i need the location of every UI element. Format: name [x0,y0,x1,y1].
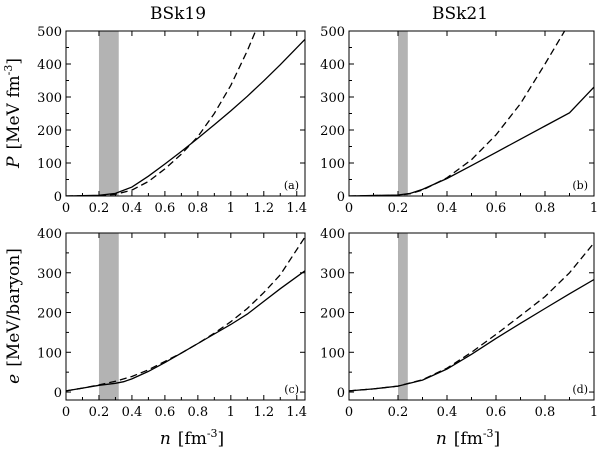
x-tick-label-a: 0 [62,201,70,216]
y-tick-label-b: 400 [320,58,345,73]
x-tick-label-c: 0.6 [155,405,176,420]
y-label-energy-symbol: e [4,374,24,384]
x-tick-label-d: 0 [345,405,353,420]
panel-label-a: (a) [284,179,299,192]
y-tick-label-c: 200 [37,307,62,322]
x-label-left-close: ] [218,429,225,449]
x-tick-label-b: 0.8 [535,201,556,216]
x-tick-label-b: 0.4 [437,201,458,216]
x-tick-label-b: 0.6 [486,201,507,216]
x-tick-label-d: 0.4 [437,405,458,420]
y-tick-label-b: 200 [320,124,345,139]
x-tick-label-a: 0.6 [155,201,176,216]
panel-a: 0 0.2 0.4 0.6 0.8 1 1.2 1.4 0 100 200 300 400 500 (a) [37,25,307,216]
y-tick-label-d: 300 [320,267,345,282]
x-label-left: n [fm-3] [160,427,224,449]
x-label-right: n [fm-3] [436,427,500,449]
x-tick-label-b: 0.2 [388,201,409,216]
x-label-left-symbol: n [160,429,171,449]
shaded-band-a [98,31,119,196]
series-solid-b [349,86,594,196]
column-title-bsk19: BSk19 [150,4,206,24]
series-dashed-b [349,31,566,196]
plot-frame-c [65,232,306,401]
y-tick-label-b: 100 [320,157,345,172]
x-tick-label-b: 0 [345,201,353,216]
series-dashed-c [66,236,305,392]
y-label-energy-unit: [MeV/baryon] [4,248,24,367]
panel-d: 0 0.2 0.4 0.6 0.8 1 0 100 200 300 400 (d) [320,227,598,420]
y-tick-label-b: 500 [320,25,345,40]
x-label-right-unit: [fm [454,429,483,449]
y-tick-label-c: 400 [37,227,62,242]
x-tick-label-c: 1.2 [253,405,274,420]
x-label-right-exp: -3 [483,427,494,440]
shaded-band-c [98,233,119,400]
shaded-band-b [398,31,408,196]
x-label-left-exp: -3 [207,427,218,440]
x-tick-label-a: 0.8 [188,201,209,216]
y-tick-label-a: 0 [54,190,62,205]
panel-label-c: (c) [284,383,299,396]
panel-label-d: (d) [572,383,588,396]
x-tick-label-b: 1 [590,201,598,216]
y-tick-label-d: 100 [320,346,345,361]
x-tick-label-c: 0.4 [122,405,143,420]
y-tick-label-c: 300 [37,267,62,282]
x-tick-label-a: 0.2 [89,201,110,216]
x-tick-label-c: 0.2 [89,405,110,420]
x-tick-label-d: 0.2 [388,405,409,420]
y-tick-label-b: 0 [337,190,345,205]
y-label-pressure-symbol: P [4,156,24,169]
x-tick-label-c: 0 [62,405,70,420]
y-tick-label-d: 200 [320,307,345,322]
y-tick-label-c: 100 [37,346,62,361]
y-label-pressure-exp: -3 [2,65,15,76]
y-tick-label-a: 200 [37,124,62,139]
x-label-right-symbol: n [436,429,447,449]
y-label-pressure: P [MeV fm-3] [2,58,24,169]
y-label-pressure-close: ] [4,58,24,65]
y-tick-label-a: 300 [37,91,62,106]
x-tick-label-c: 0.8 [188,405,209,420]
y-tick-label-b: 300 [320,91,345,106]
column-title-bsk21: BSk21 [432,4,488,24]
y-label-energy: e [MeV/baryon] [4,248,24,384]
x-tick-label-a: 1.2 [253,201,274,216]
series-dashed-d [349,242,594,392]
y-tick-label-c: 0 [54,386,62,401]
x-tick-label-a: 1.4 [286,201,307,216]
x-tick-label-d: 0.8 [535,405,556,420]
x-label-left-unit: [fm [178,429,207,449]
panel-c: 0 0.2 0.4 0.6 0.8 1 1.2 1.4 0 100 200 300 400 (c) [37,227,307,420]
x-tick-label-a: 1 [227,201,235,216]
x-tick-label-c: 1 [227,405,235,420]
series-solid-a [66,38,305,196]
x-tick-label-d: 0.6 [486,405,507,420]
plot-frame-b [348,30,595,197]
series-solid-d [349,278,594,392]
x-tick-label-c: 1.4 [286,405,307,420]
y-tick-label-a: 500 [37,25,62,40]
y-tick-label-a: 400 [37,58,62,73]
shaded-band-d [398,233,408,400]
y-tick-label-d: 0 [337,386,345,401]
x-tick-label-d: 1 [590,405,598,420]
x-label-right-close: ] [494,429,501,449]
series-dashed-a [66,31,257,196]
panel-b: 0 0.2 0.4 0.6 0.8 1 0 100 200 300 400 500 (b) [320,25,598,216]
panel-label-b: (b) [572,179,588,192]
y-tick-label-a: 100 [37,157,62,172]
plot-frame-d [348,232,595,401]
x-tick-label-a: 0.4 [122,201,143,216]
panels: 0 0.2 0.4 0.6 0.8 1 1.2 1.40100200300400500(a)0… [37,25,598,420]
y-tick-label-d: 400 [320,227,345,242]
y-label-pressure-unit: [MeV fm [4,75,24,149]
